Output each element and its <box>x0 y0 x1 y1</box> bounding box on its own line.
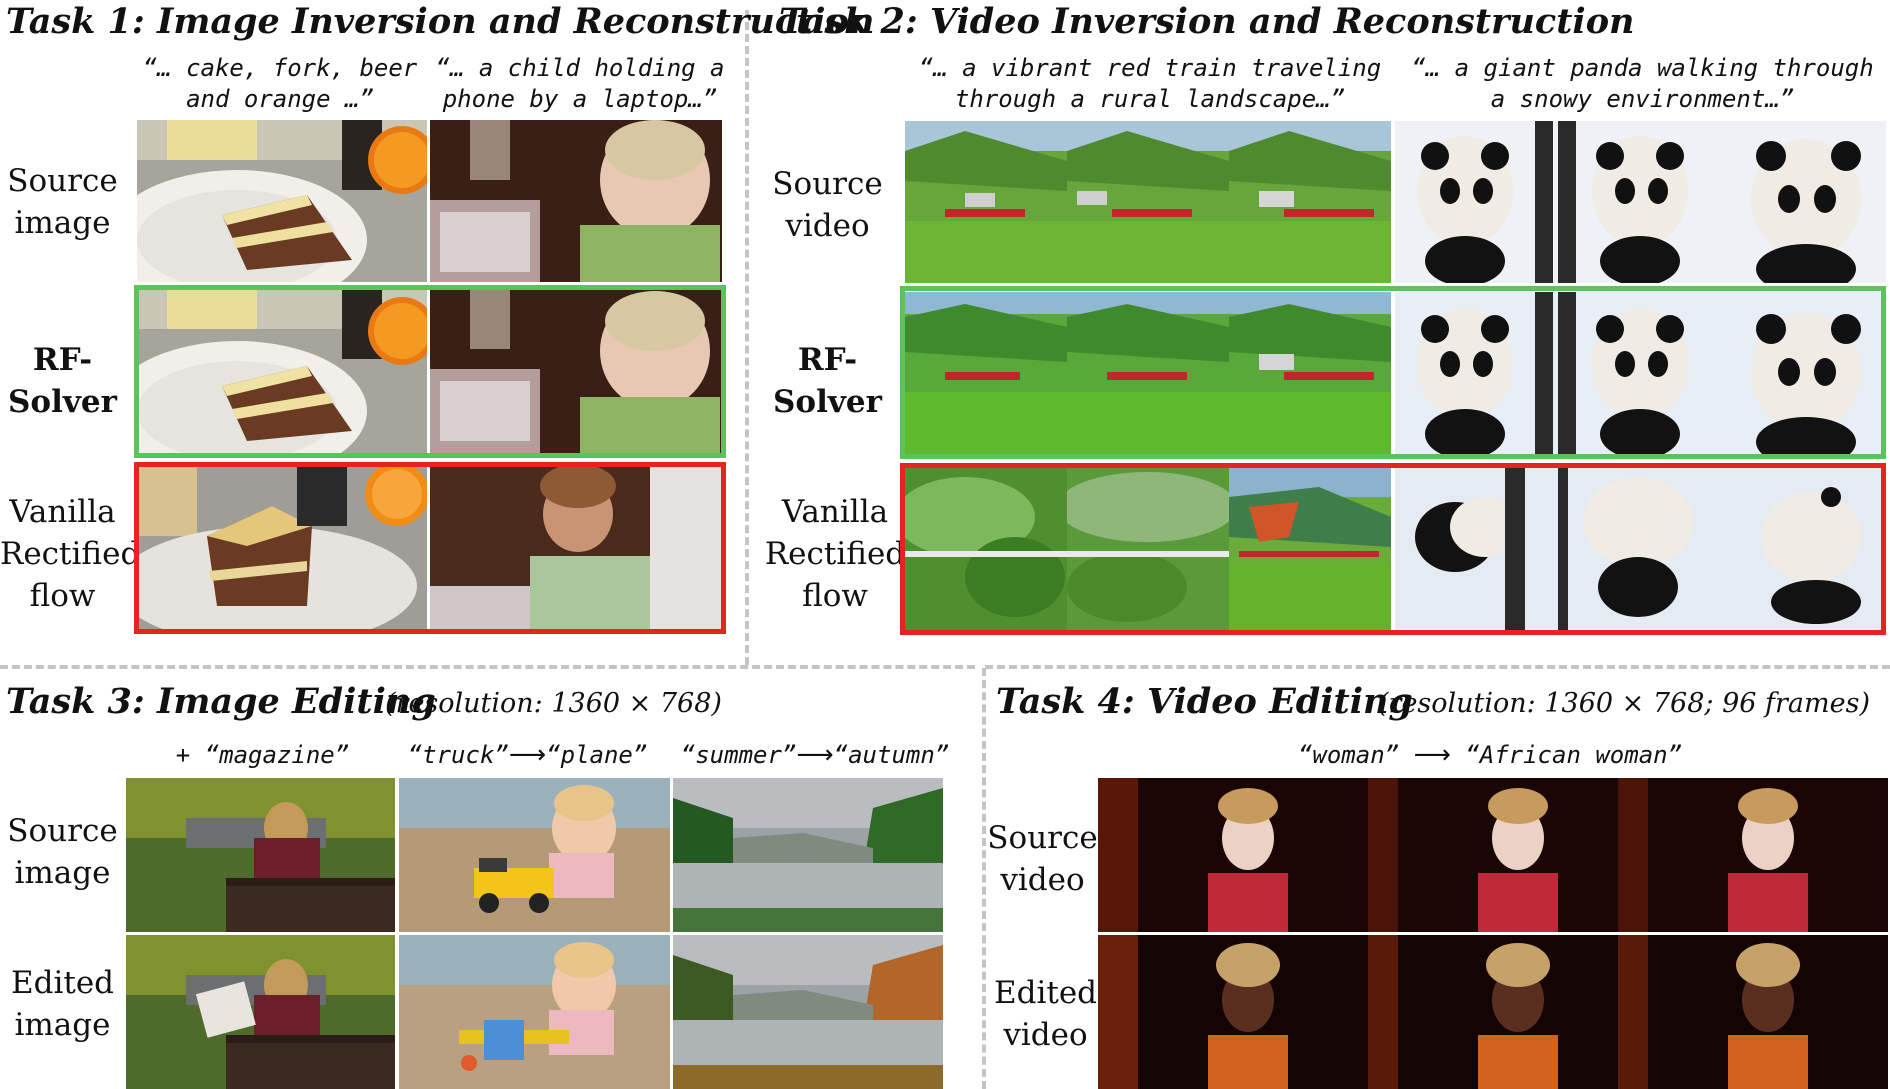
task4-label-source-line2: video <box>1000 862 1085 898</box>
task3-edit-truck-plane: “truck”⟶“plane” <box>395 740 660 771</box>
task4-resolution: (resolution: 1360 × 768; 96 frames) <box>1378 688 1870 719</box>
task3-bench-edited-image <box>126 935 395 1089</box>
task2-prompt-train: “… a vibrant red train traveling through… <box>900 53 1400 115</box>
task1-cake-rf-solver-image <box>137 289 427 454</box>
task3-edit-summer-autumn: “summer”⟶“autumn” <box>650 740 980 771</box>
vertical-divider-top <box>745 10 749 665</box>
task1-prompt-cake: “… cake, fork, beer and orange …” <box>135 53 425 115</box>
task3-title: Task 3: Image Editing <box>6 681 436 722</box>
task1-label-source-line2: image <box>14 205 111 241</box>
task2-train-vanilla-frame-2 <box>1067 467 1229 631</box>
task3-resolution: (resolution: 1360 × 768) <box>385 688 722 719</box>
task4-label-source-line1: Source <box>987 820 1098 856</box>
task2-train-vanilla-frame-3 <box>1229 467 1391 631</box>
task2-prompt-train-line2: through a rural landscape…” <box>954 85 1346 113</box>
right-arrow-icon: ⟶ <box>508 740 547 770</box>
task3-label-edited-line1: Edited <box>10 965 115 1001</box>
task2-label-source: Source video <box>765 163 890 247</box>
task4-label-source: Source video <box>980 817 1105 901</box>
task2-train-source-frame-2 <box>1067 121 1229 283</box>
task1-cake-vanilla-image <box>137 466 427 630</box>
vertical-divider-bottom <box>982 668 986 1089</box>
right-arrow-icon: ⟶ <box>1413 740 1451 770</box>
task2-panda-rf-frame-3 <box>1721 292 1886 455</box>
task3-toddler-plane-edited-image <box>399 935 670 1089</box>
task1-label-vanilla-line2: Rectified <box>0 536 141 572</box>
task1-prompt-child: “… a child holding a phone by a laptop…” <box>430 53 730 115</box>
task2-prompt-panda-line2: a snowy environment…” <box>1490 85 1795 113</box>
task2-panda-vanilla-frame-2 <box>1558 467 1721 631</box>
task2-panda-vanilla-frame-3 <box>1721 467 1886 631</box>
task3-edit-plane: “plane” <box>546 741 648 769</box>
task2-title: Task 2: Video Inversion and Reconstructi… <box>779 1 1635 42</box>
task2-panda-rf-frame-1 <box>1395 292 1558 455</box>
task1-label-vanilla-line3: flow <box>29 578 96 614</box>
task2-train-rf-frame-3 <box>1229 292 1391 455</box>
task4-label-edited-line2: video <box>1003 1017 1088 1053</box>
task3-edit-autumn: “autumn” <box>833 741 950 769</box>
task2-label-source-line1: Source <box>772 166 883 202</box>
task2-label-vanilla-line2: Rectified <box>764 536 906 572</box>
task3-label-edited: Edited image <box>0 962 125 1046</box>
task1-prompt-child-line2: phone by a laptop…” <box>442 85 718 113</box>
task3-lake-autumn-edited-image <box>673 935 943 1089</box>
task2-label-rf-line2: Solver <box>773 384 882 420</box>
task2-label-source-line2: video <box>785 208 870 244</box>
task3-bench-source-image <box>126 778 395 932</box>
task1-prompt-cake-line2: and orange …” <box>186 85 374 113</box>
task3-edit-summer: “summer” <box>680 741 797 769</box>
task2-panda-rf-frame-2 <box>1558 292 1721 455</box>
task3-edit-truck: “truck” <box>407 741 509 769</box>
task3-edit-magazine: + “magazine” <box>175 741 350 769</box>
task4-source-video-strip <box>1098 778 1888 932</box>
task2-train-rf-frame-1 <box>905 292 1067 455</box>
task2-label-vanilla-line3: flow <box>802 578 868 614</box>
task2-label-rf-line1: RF- <box>797 342 858 378</box>
task2-prompt-train-line1: “… a vibrant red train traveling <box>918 54 1382 82</box>
task1-cake-source-image <box>137 120 427 282</box>
task2-label-vanilla-line1: Vanilla <box>781 494 889 530</box>
task2-train-source-frame-1 <box>905 121 1067 283</box>
task4-edit-prompt: “woman” ⟶ “African woman” <box>1220 740 1760 771</box>
task1-label-vanilla: Vanilla Rectified flow <box>0 491 141 617</box>
task4-title: Task 4: Video Editing <box>996 681 1413 722</box>
task2-panda-vanilla-frame-1 <box>1395 467 1558 631</box>
horizontal-divider-right <box>985 665 1890 669</box>
task3-label-source-line2: image <box>14 855 111 891</box>
task2-label-rf-solver: RF- Solver <box>765 339 890 423</box>
task4-label-edited-line1: Edited <box>993 975 1098 1011</box>
task1-prompt-cake-line1: “… cake, fork, beer <box>142 54 418 82</box>
task1-label-rf-solver: RF- Solver <box>0 339 125 423</box>
task2-train-rf-frame-2 <box>1067 292 1229 455</box>
task1-child-vanilla-image <box>430 466 722 630</box>
task3-toddler-truck-source-image <box>399 778 670 932</box>
task1-prompt-child-line1: “… a child holding a <box>435 54 725 82</box>
task1-label-rf-line2: Solver <box>8 384 117 420</box>
task2-prompt-panda: “… a giant panda walking through a snowy… <box>1395 53 1890 115</box>
task3-lake-summer-source-image <box>673 778 943 932</box>
task2-prompt-panda-line1: “… a giant panda walking through <box>1411 54 1874 82</box>
task3-label-source-line1: Source <box>7 813 118 849</box>
task1-label-rf-line1: RF- <box>32 342 93 378</box>
task1-label-vanilla-line1: Vanilla <box>9 494 116 530</box>
task1-child-rf-solver-image <box>430 289 722 454</box>
task1-child-source-image <box>430 120 722 282</box>
task1-title: Task 1: Image Inversion and Reconstructi… <box>6 1 875 42</box>
right-arrow-icon: ⟶ <box>796 740 834 770</box>
task2-panda-source-frame-2 <box>1558 121 1721 283</box>
task1-label-source: Source image <box>0 160 125 244</box>
task2-train-vanilla-frame-1 <box>905 467 1067 631</box>
task4-label-edited: Edited video <box>983 972 1108 1056</box>
task3-label-source: Source image <box>0 810 125 894</box>
task1-label-source-line1: Source <box>7 163 118 199</box>
task2-panda-source-frame-3 <box>1721 121 1886 283</box>
task3-label-edited-line2: image <box>14 1007 111 1043</box>
task4-edited-video-strip <box>1098 935 1888 1089</box>
task4-edit-woman: “woman” <box>1297 741 1400 769</box>
task2-label-vanilla: Vanilla Rectified flow <box>760 491 910 617</box>
horizontal-divider-left <box>0 665 975 669</box>
task2-train-source-frame-3 <box>1229 121 1391 283</box>
task2-panda-source-frame-1 <box>1395 121 1558 283</box>
task4-edit-african-woman: “African woman” <box>1465 741 1683 769</box>
